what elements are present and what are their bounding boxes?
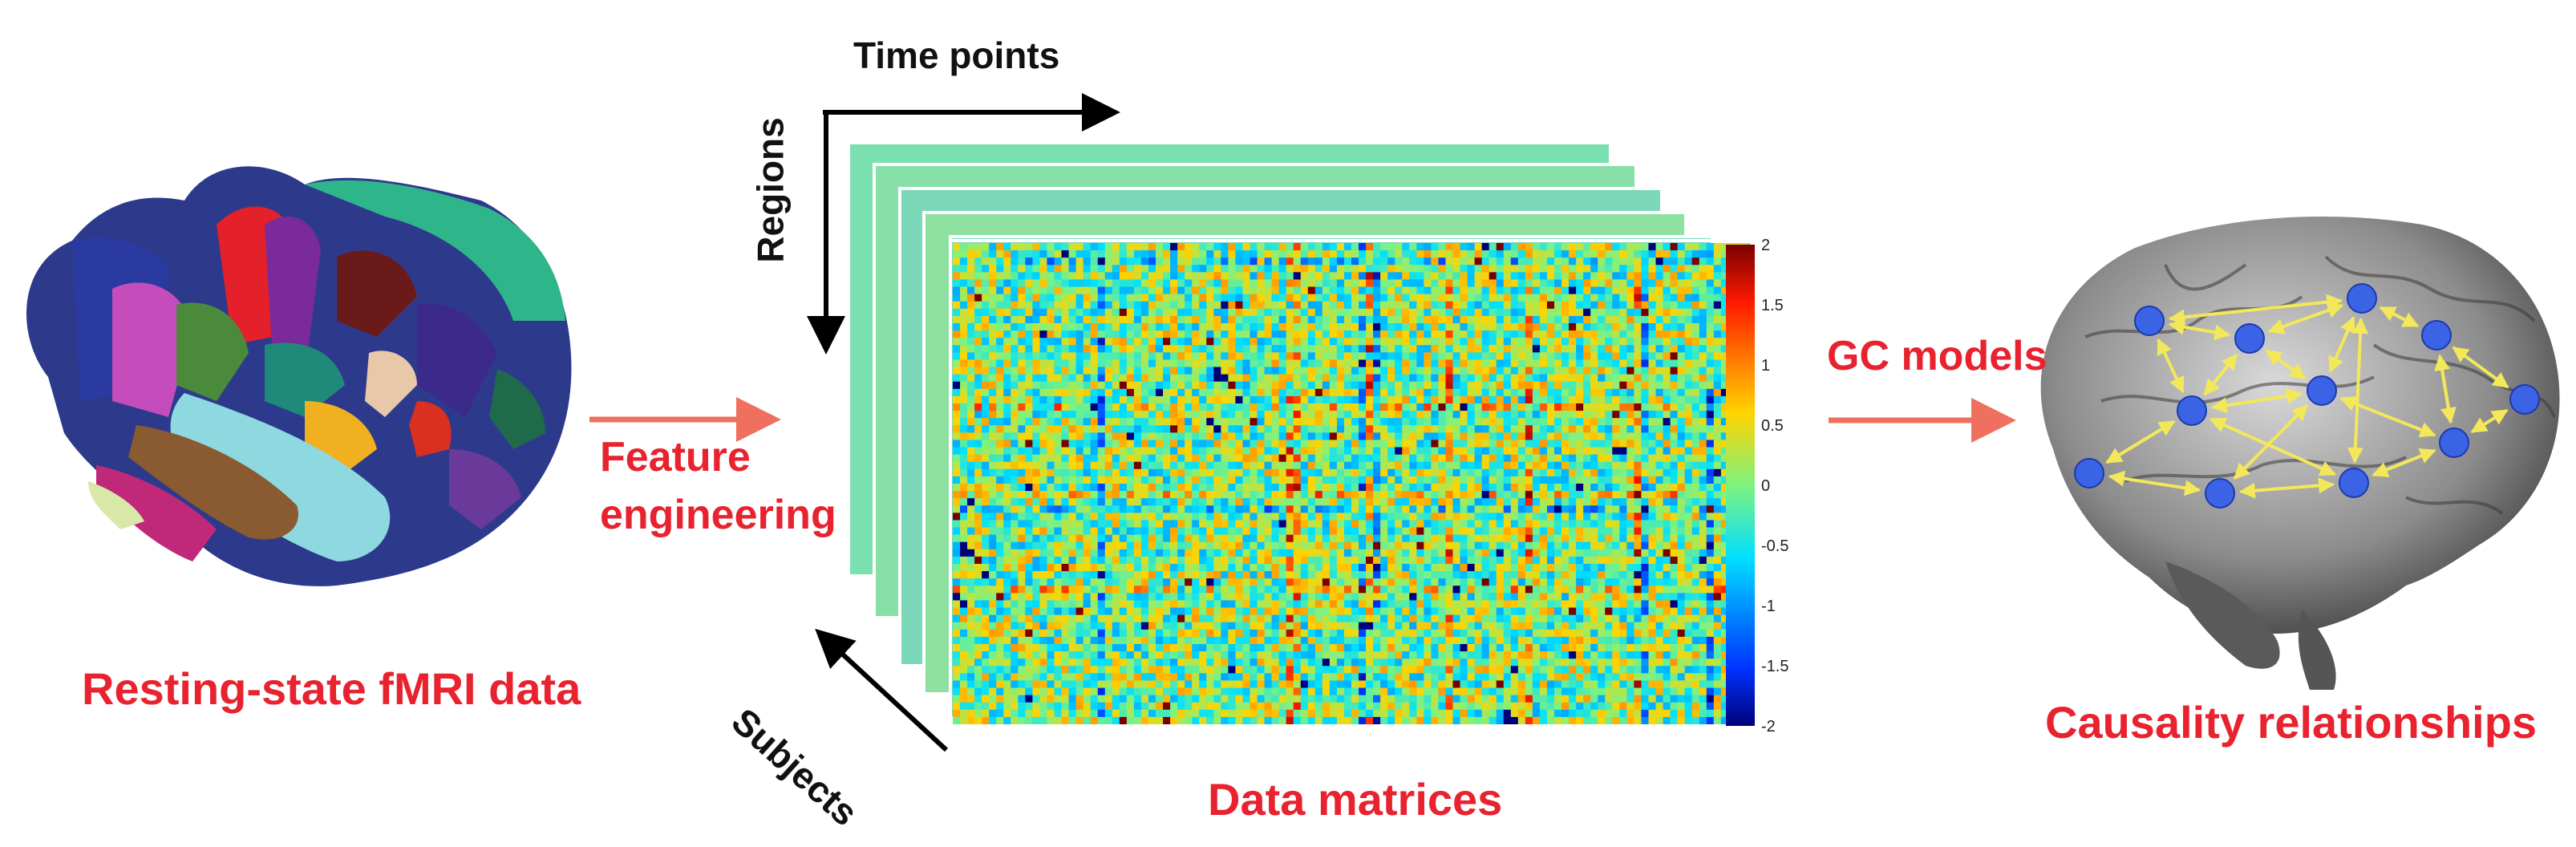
region-node — [2234, 323, 2265, 354]
subjects-arrow — [815, 628, 949, 752]
causality-edge — [2210, 387, 2303, 414]
causality-edge — [2168, 294, 2343, 326]
causality-edge — [2168, 318, 2231, 341]
region-node — [2134, 306, 2165, 336]
causality-edge — [2470, 408, 2509, 434]
right-caption: Causality relationships — [2045, 697, 2538, 748]
feature-label-line2: engineering — [600, 492, 836, 538]
causality-edge — [2157, 338, 2185, 394]
gc-models-label: GC models — [1827, 333, 2047, 379]
region-node — [2347, 283, 2377, 314]
colorbar-tick-label: 0.5 — [1761, 417, 1784, 435]
causality-edge — [2233, 404, 2309, 480]
causality-edge — [2265, 349, 2307, 380]
time-points-label: Time points — [853, 34, 1060, 76]
region-node — [2177, 395, 2207, 426]
causality-edge — [2203, 353, 2238, 396]
colorbar-tick-label: -1 — [1761, 598, 1776, 615]
colorbar-tick-label: 1 — [1761, 357, 1770, 375]
region-node — [2439, 428, 2469, 458]
causality-edge — [2371, 448, 2436, 477]
colorbar-tick-label: -0.5 — [1761, 537, 1788, 555]
colorbar-tick-label: -2 — [1761, 718, 1776, 736]
causality-edge — [2105, 419, 2176, 464]
region-node — [2509, 384, 2540, 415]
causality-edge — [2108, 470, 2201, 496]
regions-label: Regions — [749, 117, 792, 263]
causality-edge — [2238, 477, 2335, 499]
causality-edge — [2434, 354, 2457, 424]
matrices-caption: Data matrices — [1208, 774, 1503, 825]
parcellated-brain-image — [26, 166, 572, 586]
left-caption: Resting-state fMRI data — [82, 663, 581, 714]
causality-edge — [2379, 306, 2420, 328]
causality-edge — [2452, 346, 2509, 389]
region-node — [2307, 375, 2337, 406]
network-brain-image — [2040, 217, 2560, 690]
matrix-stack — [847, 141, 1754, 727]
causality-network — [2074, 283, 2540, 509]
region-node — [2421, 320, 2452, 351]
region-node — [2205, 478, 2235, 509]
colorbar-tick-label: 1.5 — [1761, 297, 1784, 314]
feature-label-line1: Feature — [600, 434, 751, 480]
colorbar-ticks: 2 1.5 1 0.5 0 -0.5 -1 -1.5 -2 — [1761, 237, 1788, 736]
region-node — [2074, 458, 2104, 488]
causality-edge — [2347, 317, 2369, 464]
colorbar-tick-label: 2 — [1761, 237, 1770, 254]
colorbar-tick-label: -1.5 — [1761, 658, 1788, 675]
region-node — [2339, 468, 2369, 498]
front-heatmap — [953, 243, 1751, 725]
colorbar-tick-label: 0 — [1761, 477, 1770, 495]
colorbar — [1726, 245, 1755, 726]
